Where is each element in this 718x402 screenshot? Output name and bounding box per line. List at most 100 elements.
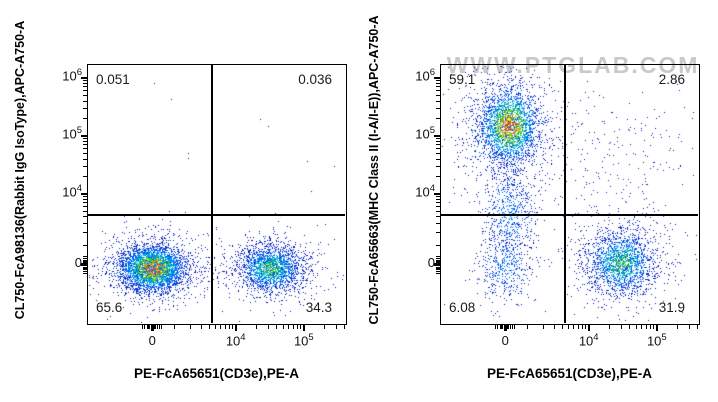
- y-minor-tick: [82, 261, 87, 263]
- y-minor-tick: [82, 80, 87, 82]
- y-minor-tick: [435, 152, 440, 154]
- x-minor-tick: [608, 324, 610, 329]
- x-minor-tick: [507, 324, 509, 329]
- y-minor-tick: [82, 196, 87, 198]
- y-tick-label: 104: [415, 182, 435, 200]
- y-minor-tick: [82, 165, 87, 167]
- x-minor-tick: [155, 324, 157, 329]
- y-minor-tick: [435, 100, 440, 102]
- x-minor-tick: [300, 324, 302, 329]
- x-major-tick: [503, 324, 507, 331]
- y-minor-tick: [82, 138, 87, 140]
- x-tick-label: 104: [578, 332, 599, 349]
- x-tick-label: 105: [646, 332, 667, 349]
- y-minor-tick: [435, 258, 440, 260]
- quadrant-gate-horizontal-line: [441, 214, 698, 216]
- y-minor-tick: [435, 80, 440, 82]
- y-minor-tick: [435, 245, 440, 247]
- y-minor-tick: [82, 100, 87, 102]
- y-minor-tick: [435, 266, 440, 268]
- y-minor-tick: [435, 94, 440, 96]
- x-major-tick: [150, 324, 154, 331]
- x-minor-tick: [152, 324, 154, 329]
- x-minor-tick: [174, 324, 176, 329]
- y-minor-tick: [82, 118, 87, 120]
- y-minor-tick: [82, 266, 87, 268]
- x-minor-tick: [649, 324, 651, 329]
- y-minor-tick: [435, 165, 440, 167]
- y-minor-tick: [82, 267, 87, 269]
- y-minor-tick: [82, 83, 87, 85]
- x-minor-tick: [697, 324, 699, 329]
- x-minor-tick: [208, 324, 210, 329]
- x-minor-tick: [220, 324, 222, 329]
- x-minor-tick: [542, 324, 544, 329]
- x-minor-tick: [344, 324, 346, 329]
- y-axis-title-left-panel: CL750-FcA98136(Rabbit IgG IsoType),APC-A…: [13, 20, 27, 320]
- y-minor-tick: [82, 256, 87, 258]
- y-minor-tick: [435, 138, 440, 140]
- y-tick-label: 105: [62, 124, 82, 142]
- y-minor-tick: [435, 86, 440, 88]
- y-minor-tick: [435, 206, 440, 208]
- x-minor-tick: [149, 324, 151, 329]
- x-minor-tick: [676, 324, 678, 329]
- x-minor-tick: [502, 324, 504, 329]
- x-minor-tick: [495, 324, 497, 329]
- x-minor-tick: [514, 324, 516, 329]
- y-minor-tick: [82, 152, 87, 154]
- x-minor-tick: [335, 324, 337, 329]
- y-tick-label: 0: [74, 254, 82, 270]
- x-minor-tick: [585, 324, 587, 329]
- dot-plot-isotype-control: 0.051 0.036 65.6 34.3 0 104 105 0 104 105 106: [62, 63, 347, 348]
- x-minor-tick: [228, 324, 230, 329]
- quadrant-stat-top-left: 0.051: [96, 72, 130, 87]
- x-minor-tick: [641, 324, 643, 329]
- x-major-tick: [655, 324, 658, 331]
- scatter-canvas-isotype: [88, 65, 345, 323]
- x-minor-tick: [688, 324, 690, 329]
- x-minor-tick: [512, 324, 514, 329]
- x-tick-label: 105: [293, 332, 314, 349]
- y-minor-tick: [82, 268, 87, 270]
- x-minor-tick: [200, 324, 202, 329]
- y-minor-tick: [435, 267, 440, 269]
- quadrant-stat-top-right: 0.036: [298, 72, 332, 87]
- y-minor-tick: [82, 258, 87, 260]
- y-minor-tick: [82, 148, 87, 150]
- y-minor-tick: [435, 268, 440, 270]
- y-minor-tick: [435, 141, 440, 143]
- y-minor-tick: [435, 256, 440, 258]
- y-minor-tick: [82, 232, 87, 234]
- x-minor-tick: [620, 324, 622, 329]
- y-minor-tick: [82, 270, 87, 272]
- y-minor-tick: [82, 141, 87, 143]
- x-minor-tick: [629, 324, 631, 329]
- y-minor-tick: [435, 158, 440, 160]
- quadrant-gate-vertical-line: [211, 65, 213, 323]
- x-minor-tick: [159, 324, 161, 329]
- x-minor-tick: [214, 324, 216, 329]
- dot-plot-mhc-class-ii: WWW.PTGLAB.COM 59.1 2.86 6.08 31.9 01041…: [415, 52, 700, 348]
- x-minor-tick: [282, 324, 284, 329]
- y-minor-tick: [435, 222, 440, 224]
- y-axis-title-right-panel: CL750-FcA65663(MHC Class II (I-A/I-E)),A…: [367, 15, 381, 325]
- x-minor-tick: [148, 324, 150, 329]
- y-minor-tick: [435, 176, 440, 178]
- y-major-tick: [433, 134, 440, 137]
- y-minor-tick: [82, 86, 87, 88]
- x-minor-tick: [144, 324, 146, 329]
- x-tick-label: 104: [225, 332, 246, 349]
- x-minor-tick: [267, 324, 269, 329]
- y-minor-tick: [82, 94, 87, 96]
- x-minor-tick: [581, 324, 583, 329]
- x-minor-tick: [505, 324, 507, 329]
- y-major-tick: [433, 192, 440, 195]
- y-minor-tick: [82, 199, 87, 201]
- x-minor-tick: [154, 324, 156, 329]
- y-minor-tick: [82, 260, 87, 262]
- y-minor-tick: [82, 144, 87, 146]
- y-minor-tick: [435, 272, 440, 274]
- x-major-tick: [587, 324, 590, 331]
